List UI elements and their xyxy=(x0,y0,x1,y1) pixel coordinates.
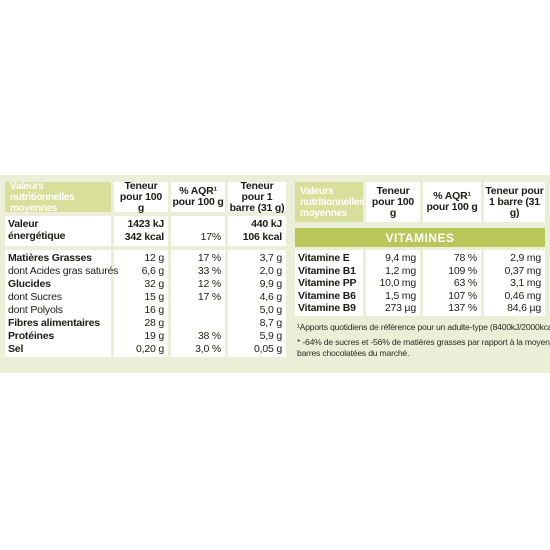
vitamin-value-bar: 2,9 mg xyxy=(510,252,541,264)
energy-label: Valeur énergétique xyxy=(8,218,66,242)
nutrient-aqr: 17 % xyxy=(197,252,221,264)
energy-kj-100: 1423 kJ xyxy=(127,218,164,230)
vitamin-label: Vitamine B1 xyxy=(298,264,356,277)
energy-label-cell xyxy=(5,216,111,246)
nutrient-value-bar: 9,9 g xyxy=(259,278,283,290)
vitamins-label-cell xyxy=(295,250,363,316)
vitamin-label: Vitamine E xyxy=(298,252,350,264)
nutrient-value-100g: 15 g xyxy=(144,291,164,303)
vitamin-value-bar: 0,37 mg xyxy=(504,264,541,277)
nutrient-label: dont Sucres xyxy=(8,291,62,303)
vitamins-bar-cell xyxy=(484,250,545,316)
energy-kcal-100: 342 kcal xyxy=(124,231,164,243)
vitamin-value-bar: 3,1 mg xyxy=(510,277,541,290)
footnote-aqr: ¹Apports quotidiens de référence pour un… xyxy=(297,322,550,332)
nutrient-value-100g: 16 g xyxy=(144,304,164,316)
nutrient-value-bar: 2,0 g xyxy=(259,265,283,277)
nutrient-value-bar: 8,7 g xyxy=(259,317,283,329)
nutrient-value-100g: 28 g xyxy=(144,317,164,329)
energy-kj-bar: 440 kJ xyxy=(251,218,282,230)
vitamin-value-100g: 9,4 mg xyxy=(385,252,416,264)
nutrient-value-100g: 0,20 g xyxy=(136,343,164,355)
nutrient-value-bar: 5,9 g xyxy=(259,330,283,342)
nutrient-value-bar: 0,05 g xyxy=(254,343,282,355)
vitamin-value-bar: 84,6 µg xyxy=(507,302,541,315)
vitamin-aqr: 78 % xyxy=(453,252,477,264)
vitamins-aqr-cell xyxy=(423,250,481,316)
vitamin-value-100g: 273 µg xyxy=(384,302,416,315)
nutrient-aqr: 33 % xyxy=(197,265,221,277)
vitamin-aqr: 109 % xyxy=(448,264,477,277)
nutrient-label: dont Polyols xyxy=(8,304,63,316)
nutrient-value-bar: 4,6 g xyxy=(259,291,283,303)
vitamins-section-title: VITAMINES xyxy=(295,228,545,247)
nutrient-label: Protéines xyxy=(8,330,55,342)
nutrients-bar-cell xyxy=(228,250,286,357)
nutrients-100-cell xyxy=(114,250,168,357)
vitamin-aqr: 137 % xyxy=(448,302,477,315)
vitamin-value-100g: 1,5 mg xyxy=(385,289,416,302)
energy-aqr: 17% xyxy=(200,231,222,243)
footnote-claim-line1: * -64% de sucres et -56% de matières gra… xyxy=(297,337,550,347)
vitamin-value-100g: 1,2 mg xyxy=(385,264,416,277)
nutrients-aqr-cell xyxy=(171,250,225,357)
vitamin-label: Vitamine B6 xyxy=(298,289,356,302)
vitamins-100-cell xyxy=(366,250,420,316)
vitamin-label: Vitamine B9 xyxy=(298,302,356,315)
nutrient-value-100g: 19 g xyxy=(144,330,164,342)
nutrient-aqr: 17 % xyxy=(197,291,221,303)
vitamin-value-bar: 0,46 mg xyxy=(504,289,541,302)
energy-aqr-cell xyxy=(171,216,225,246)
nutrient-value-100g: 12 g xyxy=(144,252,164,264)
nutrient-aqr: 3,0 % xyxy=(195,343,221,355)
nutrient-label: Matières Grasses xyxy=(8,252,92,264)
nutrient-value-bar: 5,0 g xyxy=(259,304,283,316)
left-header-perbar: Teneur pour 1 barre (31 g) xyxy=(228,179,286,214)
nutrient-aqr: 38 % xyxy=(197,330,221,342)
nutrient-label: dont Acides gras saturés xyxy=(8,265,119,277)
nutrient-label: Glucides xyxy=(8,278,51,290)
nutrient-label: Sel xyxy=(8,343,24,355)
energy-kcal-bar: 106 kcal xyxy=(242,231,282,243)
footnote-claim-line2: barres chocolatées du marché. xyxy=(297,348,410,358)
nutrient-value-bar: 3,7 g xyxy=(259,252,283,264)
vitamin-aqr: 63 % xyxy=(453,277,477,290)
vitamin-label: Vitamine PP xyxy=(298,277,357,290)
left-header-per100: Teneur pour 100 g xyxy=(114,180,168,213)
nutrients-label-cell xyxy=(5,250,111,357)
vitamin-value-100g: 10,0 mg xyxy=(379,277,416,290)
nutrient-label: Fibres alimentaires xyxy=(8,317,100,329)
right-header-label: Valeurs nutritionnelles moyennes xyxy=(295,182,365,222)
right-header-aqr: % AQR¹ pour 100 g xyxy=(423,182,481,222)
right-header-per100: Teneur pour 100 g xyxy=(366,182,420,222)
left-header-aqr: % AQR¹ pour 100 g xyxy=(171,182,225,212)
vitamin-aqr: 107 % xyxy=(448,289,477,302)
right-header-perbar: Teneur pour 1 barre (31 g) xyxy=(484,182,545,222)
energy-100-cell xyxy=(114,216,168,246)
left-header-label: Valeurs nutritionnelles moyennes xyxy=(5,181,111,214)
nutrient-value-100g: 6,6 g xyxy=(141,265,165,277)
nutrient-value-100g: 32 g xyxy=(144,278,164,290)
energy-bar-cell xyxy=(228,216,286,246)
nutrient-aqr: 12 % xyxy=(197,278,221,290)
